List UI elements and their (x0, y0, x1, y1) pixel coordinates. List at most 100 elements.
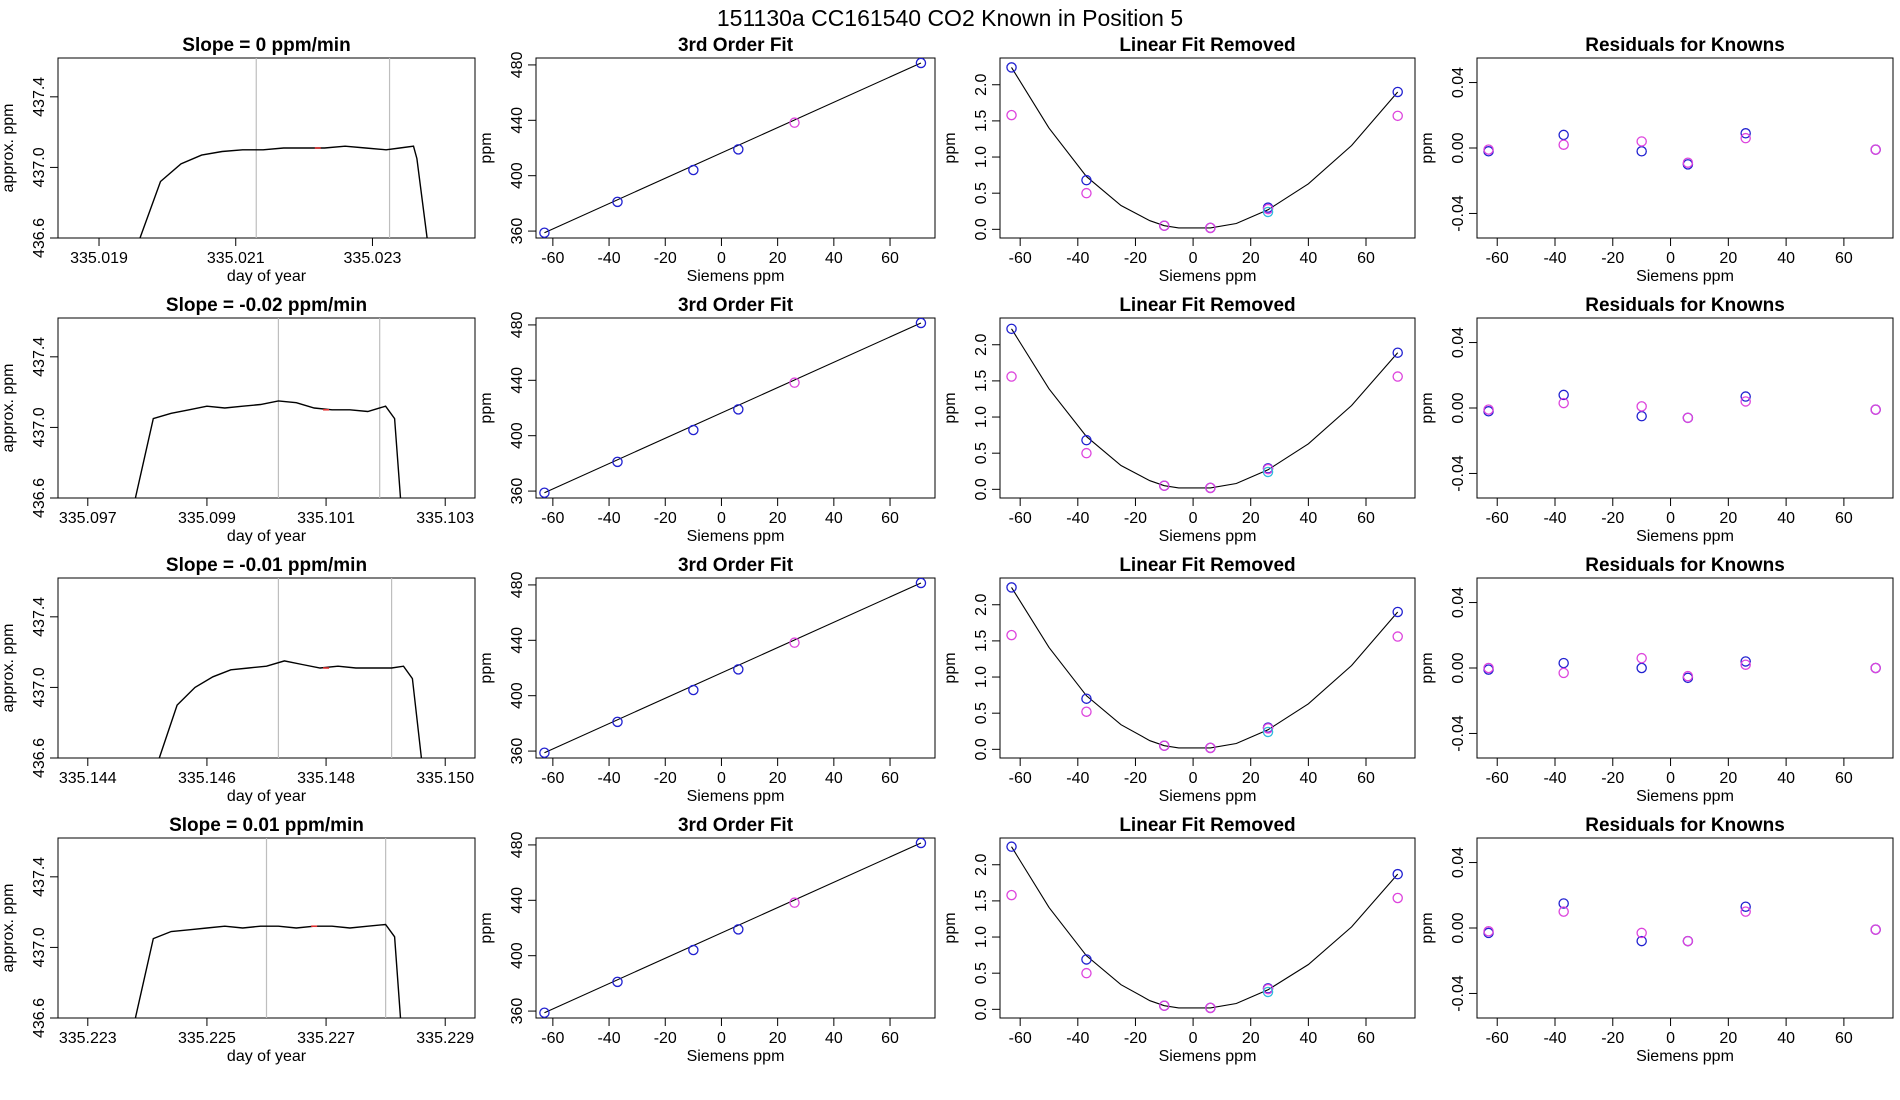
y-tick-label: -0.04 (1450, 975, 1467, 1012)
y-tick-label: 0.5 (973, 442, 990, 464)
y-tick-label: 0.04 (1450, 67, 1467, 98)
x-tick-label: 0 (1666, 1030, 1675, 1047)
data-point-magenta (1483, 662, 1494, 674)
panel-11: Linear Fit Removed -60 -40 -20 0 20 40 60 0.0 0.5… (942, 555, 1416, 805)
y-tick-label: 437.4 (31, 337, 48, 377)
x-tick-label: -20 (654, 1030, 677, 1047)
plot-frame (535, 577, 936, 759)
y-tick-label: 437.4 (31, 77, 48, 117)
data-point-blue (688, 684, 699, 696)
panel-12: Residuals for Knowns -60 -40 -20 0 20 40 60 -0.0… (1419, 555, 1894, 805)
fit-line (544, 582, 922, 754)
data-point-magenta (1205, 222, 1216, 234)
data-point-magenta (1262, 983, 1274, 995)
data-point-magenta (1205, 1002, 1216, 1014)
y-tick-label: 400 (509, 942, 526, 969)
y-tick-label: 360 (509, 478, 526, 505)
x-tick-label: 40 (1299, 1030, 1317, 1047)
panel-title: Linear Fit Removed (1119, 295, 1295, 316)
plot-area (134, 838, 402, 1018)
x-tick-label: -40 (1066, 250, 1089, 267)
data-point-magenta (1392, 892, 1403, 904)
y-axis-label: ppm (1419, 392, 1436, 423)
data-point-blue (688, 164, 699, 176)
figure-title: 151130a CC161540 CO2 Known in Position 5 (717, 5, 1183, 31)
x-axis-label: Siemens ppm (1159, 1048, 1257, 1065)
plot-area (139, 58, 428, 238)
x-tick-label: 40 (1777, 1030, 1795, 1047)
data-point-blue (1740, 901, 1751, 912)
plot-frame (1476, 577, 1894, 759)
panel-3: Linear Fit Removed -60 -40 -20 0 20 40 60 0.0 0.5… (942, 35, 1416, 285)
ppm-trace-line (134, 923, 402, 1018)
y-tick-label: 0.0 (973, 218, 990, 240)
data-point-magenta (1262, 203, 1274, 215)
x-tick-label: 60 (1357, 250, 1375, 267)
ppm-trace-line (158, 660, 423, 758)
panel-8: Residuals for Knowns -60 -40 -20 0 20 40 60 -0.0… (1419, 295, 1894, 545)
y-axis-label: ppm (942, 392, 959, 423)
plot-frame (999, 837, 1416, 1019)
x-tick-label: -60 (1486, 770, 1509, 787)
panel-9: Slope = -0.01 ppm/min 335.144 335.146 335.1… (0, 555, 476, 805)
y-tick-label: 0.0 (973, 478, 990, 500)
y-tick-label: 360 (509, 998, 526, 1025)
x-tick-label: -60 (541, 510, 564, 527)
x-tick-label: -20 (654, 510, 677, 527)
x-tick-label: -20 (1601, 510, 1624, 527)
panel-title: 3rd Order Fit (678, 35, 794, 56)
data-point-magenta (1682, 412, 1694, 424)
y-axis-label: ppm (942, 652, 959, 683)
y-tick-label: 437.0 (31, 927, 48, 967)
x-tick-label: 335.101 (297, 510, 355, 527)
x-tick-label: 335.225 (178, 1030, 236, 1047)
y-tick-label: -0.04 (1450, 455, 1467, 492)
data-point-magenta (1205, 482, 1216, 494)
x-tick-label: 40 (825, 510, 843, 527)
plot-frame (1476, 317, 1894, 499)
plot-area (1483, 128, 1881, 170)
data-point-blue (1636, 662, 1647, 674)
data-point-cyan (1262, 466, 1274, 478)
panel-title: Slope = -0.02 ppm/min (166, 295, 367, 316)
x-axis-label: Siemens ppm (1636, 788, 1734, 805)
y-tick-label: 0.04 (1450, 327, 1467, 358)
plot-area (134, 318, 402, 498)
panel-7: Linear Fit Removed -60 -40 -20 0 20 40 60 0.0 0.5… (942, 295, 1416, 545)
y-tick-label: 0.5 (973, 962, 990, 984)
data-point-magenta (1392, 631, 1403, 642)
x-axis-label: Siemens ppm (687, 788, 785, 805)
x-tick-label: 335.099 (178, 510, 236, 527)
x-tick-label: 40 (825, 250, 843, 267)
data-point-blue (915, 578, 927, 589)
data-point-blue (733, 664, 744, 675)
data-point-blue (1081, 693, 1092, 704)
data-point-magenta (1636, 401, 1647, 412)
panel-title: Residuals for Knowns (1585, 815, 1785, 836)
y-tick-label: -0.04 (1450, 715, 1467, 752)
data-point-blue (1558, 657, 1569, 669)
x-tick-label: 20 (1719, 510, 1737, 527)
data-point-magenta (1558, 139, 1569, 150)
data-point-blue (1392, 606, 1403, 618)
x-tick-label: 60 (1835, 770, 1853, 787)
x-tick-label: -20 (1601, 1030, 1624, 1047)
y-tick-label: 0.00 (1450, 652, 1467, 683)
x-tick-label: -40 (1066, 510, 1089, 527)
x-tick-label: -60 (1009, 510, 1032, 527)
y-tick-label: 1.5 (973, 370, 990, 392)
y-tick-label: 0.0 (973, 738, 990, 760)
x-axis-label: Siemens ppm (1159, 268, 1257, 285)
y-tick-label: 400 (509, 162, 526, 189)
y-axis-label: approx. ppm (0, 364, 17, 453)
x-tick-label: 20 (1242, 250, 1260, 267)
data-point-blue (1081, 174, 1092, 186)
x-tick-label: -20 (1124, 250, 1147, 267)
data-point-blue (1006, 841, 1017, 852)
panel-title: Linear Fit Removed (1119, 35, 1295, 56)
x-tick-label: 20 (769, 250, 787, 267)
plot-frame (57, 57, 476, 239)
y-tick-label: 440 (509, 627, 526, 654)
panel-title: Linear Fit Removed (1119, 555, 1295, 576)
